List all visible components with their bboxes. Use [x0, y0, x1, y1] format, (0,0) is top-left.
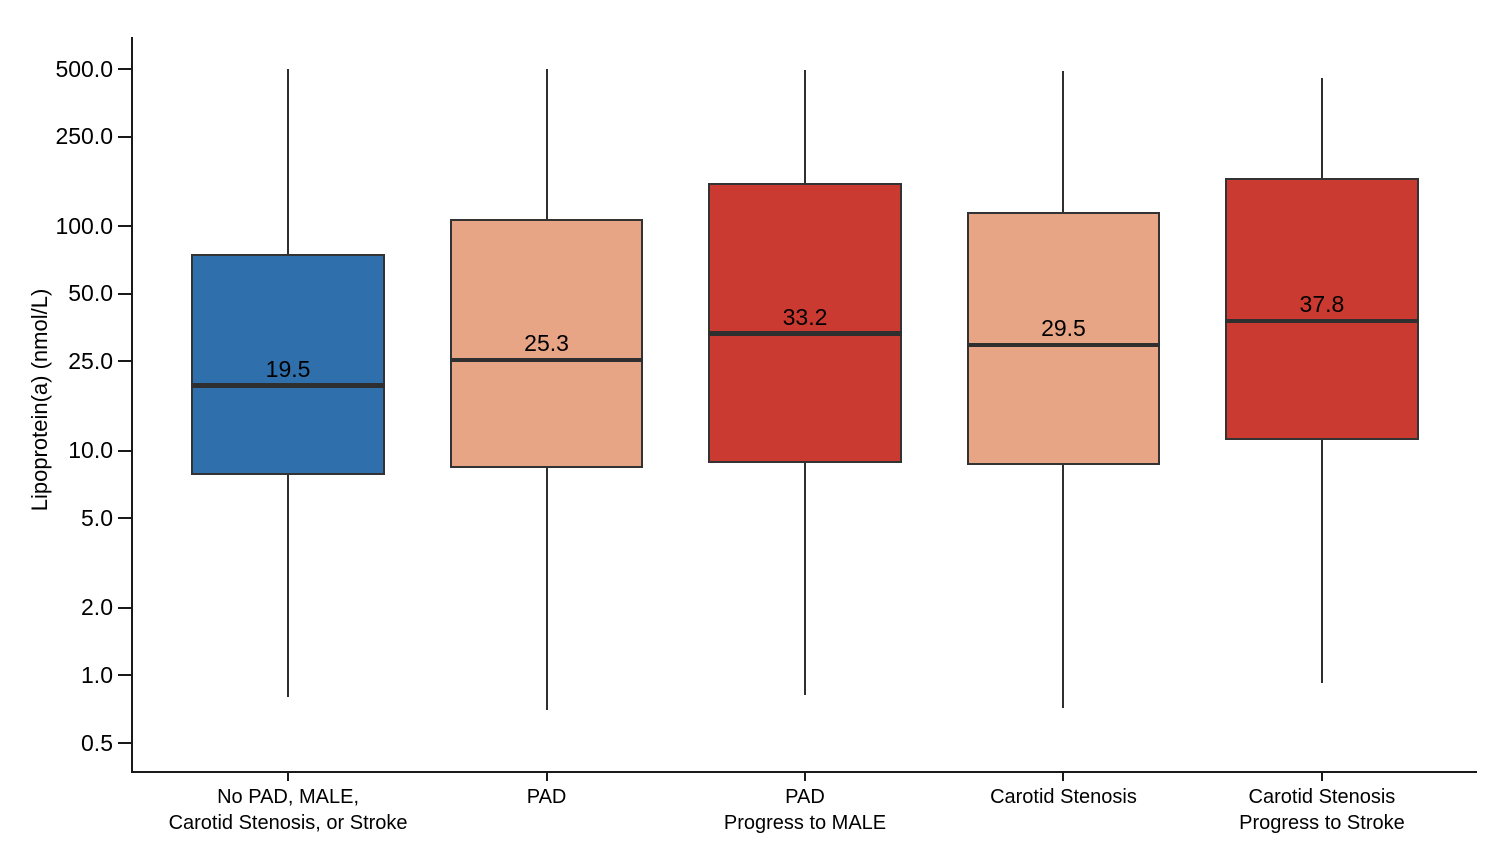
median-line [449, 357, 644, 363]
median-line [966, 342, 1161, 348]
y-tick-mark [118, 292, 131, 295]
median-value-label: 19.5 [265, 355, 311, 382]
x-tick-mark [545, 773, 548, 781]
y-axis-line [131, 37, 133, 773]
y-tick-mark [118, 674, 131, 677]
x-axis-label-line: Carotid Stenosis, or Stroke [168, 812, 408, 834]
y-tick-mark [118, 360, 131, 363]
median-line [708, 331, 902, 336]
y-tick-label: 250.0 [55, 123, 113, 150]
y-tick-label: 0.5 [81, 729, 113, 756]
y-tick-mark [118, 225, 131, 228]
y-tick-label: 50.0 [68, 280, 113, 307]
x-axis-label: PAD Progress to MALE [724, 784, 886, 836]
x-axis-label-line: No PAD, MALE, [217, 786, 360, 808]
x-axis-label: Carotid Stenosis [990, 784, 1137, 810]
x-tick-mark [287, 773, 290, 781]
x-axis-line [131, 771, 1477, 773]
median-value-label: 37.8 [1299, 290, 1345, 317]
y-tick-label: 5.0 [81, 504, 113, 531]
y-tick-label: 1.0 [81, 661, 113, 688]
y-axis-title: Lipoprotein(a) (nmol/L) [27, 288, 52, 512]
x-axis-label-line: Progress to Stroke [1239, 812, 1405, 834]
x-axis-label-line: Carotid Stenosis [1248, 786, 1396, 808]
x-tick-mark [1320, 773, 1323, 781]
box [966, 212, 1161, 466]
x-axis-label: No PAD, MALE, Carotid Stenosis, or Stroke [169, 784, 408, 836]
x-tick-mark [804, 773, 806, 781]
y-tick-label: 2.0 [81, 594, 113, 621]
y-tick-label: 25.0 [68, 347, 113, 374]
box [449, 218, 644, 468]
x-axis-label: Carotid Stenosis Progress to Stroke [1239, 784, 1405, 836]
box [191, 254, 385, 475]
y-tick-mark [118, 742, 131, 745]
box [708, 183, 902, 464]
median-value-label: 29.5 [1041, 315, 1086, 342]
box [1225, 178, 1419, 440]
x-axis-label-line: PAD [526, 786, 567, 808]
y-tick-mark [118, 606, 131, 609]
y-tick-label: 10.0 [68, 437, 113, 464]
y-tick-label: 500.0 [55, 55, 113, 82]
median-line [1225, 318, 1419, 324]
y-tick-mark [118, 449, 131, 452]
y-tick-mark [118, 135, 131, 138]
x-axis-label-line: Carotid Stenosis [990, 786, 1137, 808]
median-line [191, 383, 385, 388]
y-tick-label: 100.0 [55, 212, 113, 239]
x-axis-label: PAD [527, 784, 567, 810]
median-value-label: 33.2 [782, 303, 828, 330]
median-value-label: 25.3 [524, 330, 569, 357]
y-tick-mark [118, 68, 131, 70]
x-tick-mark [1062, 773, 1065, 781]
x-axis-label-line: PAD [785, 786, 825, 808]
y-tick-mark [118, 517, 131, 520]
x-axis-label-line: Progress to MALE [723, 812, 887, 834]
